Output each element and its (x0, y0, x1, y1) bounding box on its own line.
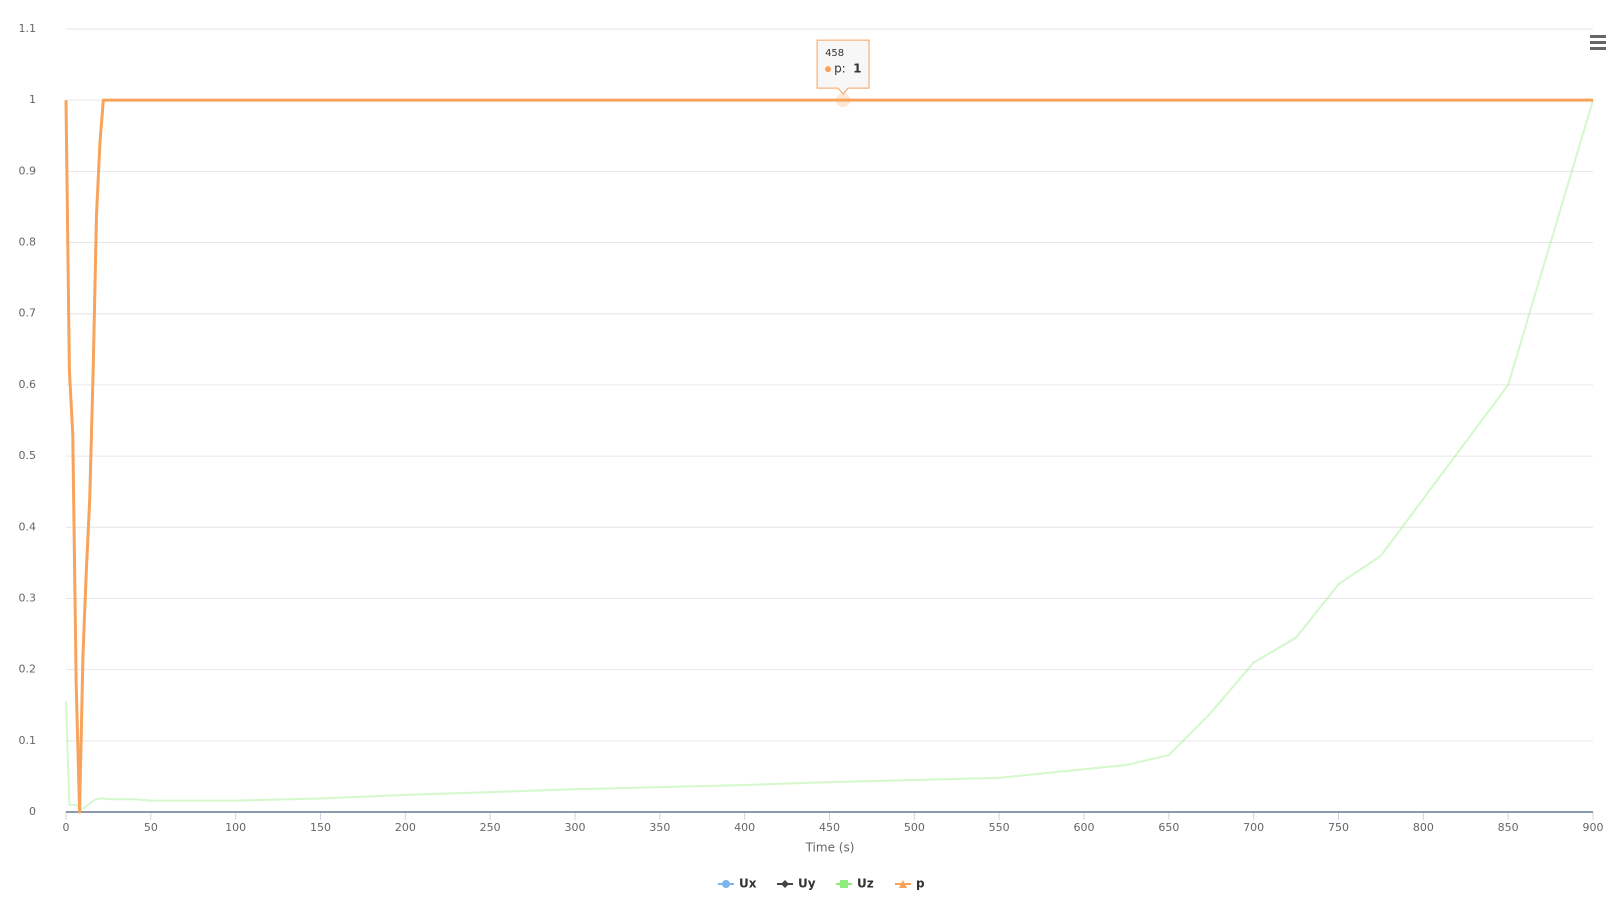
y-tick-label: 0.7 (19, 307, 37, 320)
legend-label: Uy (798, 877, 816, 891)
x-tick-label: 700 (1243, 821, 1264, 834)
x-tick-label: 400 (734, 821, 755, 834)
x-tick-label: 650 (1158, 821, 1179, 834)
legend-label: Uz (857, 877, 874, 891)
y-tick-label: 1 (29, 93, 36, 106)
y-tick-label: 0.1 (19, 734, 37, 747)
legend-item[interactable]: Uy (777, 877, 816, 891)
x-tick-label: 250 (480, 821, 501, 834)
x-tick-label: 150 (310, 821, 331, 834)
x-tick-label: 0 (63, 821, 70, 834)
tooltip-dot (825, 66, 832, 73)
y-tick-label: 0.5 (19, 449, 37, 462)
y-tick-label: 0.3 (19, 591, 37, 604)
hover-halo (836, 93, 851, 108)
x-tick-label: 200 (395, 821, 416, 834)
x-tick-label: 550 (989, 821, 1010, 834)
y-tick-label: 1.1 (19, 22, 37, 35)
tooltip-value: 1 (853, 62, 861, 76)
x-tick-label: 600 (1074, 821, 1095, 834)
x-tick-label: 900 (1583, 821, 1604, 834)
series-line (64, 98, 1593, 814)
y-tick-label: 0.8 (19, 236, 37, 249)
y-tick-label: 0.4 (19, 520, 37, 533)
menu-bar[interactable] (1590, 35, 1606, 38)
legend-marker (781, 880, 789, 888)
legend-item[interactable]: p (895, 877, 925, 891)
y-tick-label: 0.6 (19, 378, 37, 391)
tooltip-label: p: (834, 62, 846, 76)
legend-marker (722, 880, 730, 888)
y-tick-label: 0.2 (19, 663, 37, 676)
x-tick-label: 500 (904, 821, 925, 834)
x-tick-label: 450 (819, 821, 840, 834)
legend-label: Ux (739, 877, 757, 891)
legend-item[interactable]: Uz (836, 877, 874, 891)
legend-marker (899, 880, 907, 888)
x-tick-label: 800 (1413, 821, 1434, 834)
tooltip: 458 p: 1 (816, 39, 870, 95)
series-line (65, 99, 1594, 810)
menu-bar[interactable] (1590, 47, 1606, 50)
x-tick-label: 750 (1328, 821, 1349, 834)
x-tick-label: 300 (565, 821, 586, 834)
x-tick-label: 100 (225, 821, 246, 834)
y-tick-label: 0.9 (19, 164, 37, 177)
legend-marker (840, 880, 848, 888)
menu-bar[interactable] (1590, 41, 1606, 44)
y-tick-label: 0 (29, 805, 36, 818)
tooltip-box (816, 39, 870, 95)
menu-button[interactable] (1587, 32, 1609, 52)
x-tick-label: 850 (1498, 821, 1519, 834)
x-axis-title: Time (s) (805, 841, 855, 855)
x-tick-label: 350 (649, 821, 670, 834)
legend-label: p (916, 877, 925, 891)
tooltip-header: 458 (825, 48, 844, 59)
x-tick-label: 50 (144, 821, 158, 834)
legend-item[interactable]: Ux (718, 877, 757, 891)
